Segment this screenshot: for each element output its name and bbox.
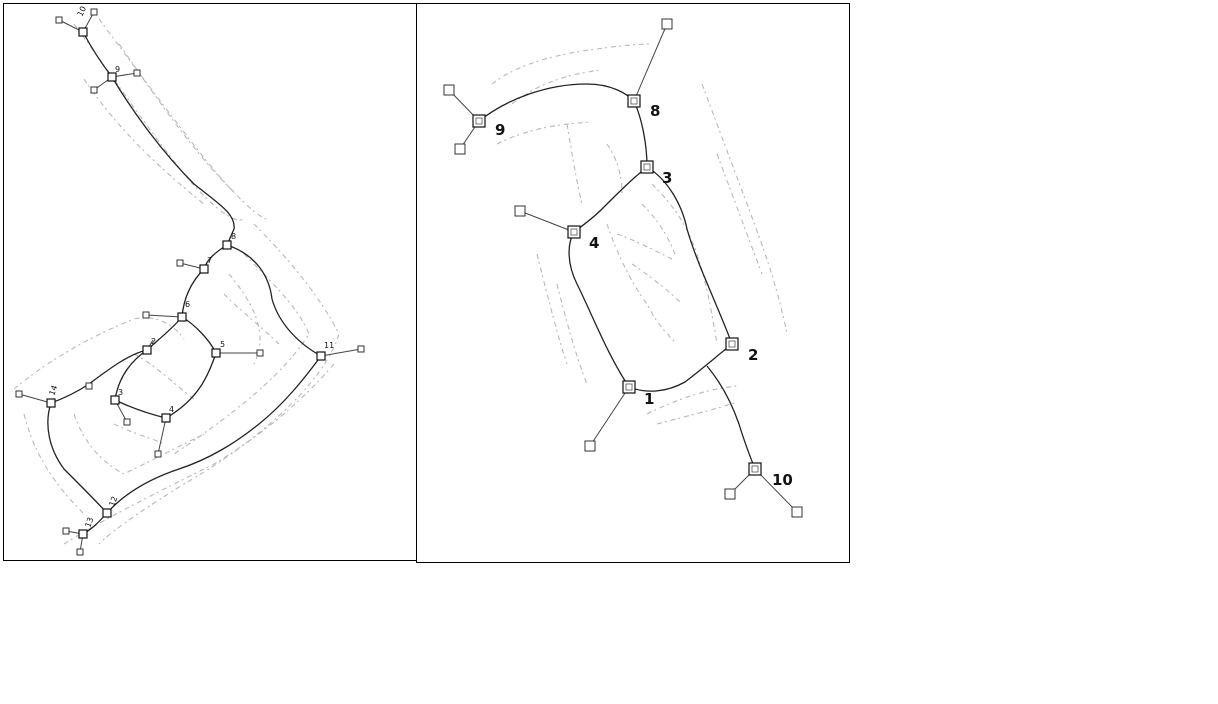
left-node-14: 14 — [46, 384, 59, 408]
left-network-diagram: 10 9 8 7 6 5 2 — [13, 5, 365, 556]
right-node-8-label: 8 — [650, 102, 660, 120]
right-node-9: 9 — [472, 114, 505, 139]
left-edges — [47, 31, 322, 535]
left-node-11: 11 — [316, 341, 334, 361]
edge-6-5 — [181, 316, 217, 354]
edge-8-11 — [226, 244, 322, 357]
edge-5-4 — [165, 352, 217, 419]
edge-3-4 — [114, 399, 167, 419]
left-background-sketch — [13, 18, 340, 545]
right-spurs — [448, 23, 798, 513]
edge-8-3 — [633, 100, 648, 168]
edge-junction-10 — [706, 365, 756, 470]
edge-11-12 — [106, 355, 322, 514]
left-leaf-markers — [15, 8, 365, 556]
left-node-9-label: 9 — [115, 65, 120, 74]
left-node-3: 3 — [110, 388, 123, 405]
left-node-13: 13 — [78, 516, 95, 539]
edge-7-6 — [181, 268, 205, 318]
right-node-3: 3 — [640, 160, 672, 187]
edge-9-8 — [111, 76, 235, 246]
left-node-12-label: 12 — [107, 495, 119, 508]
edge-9-8 — [478, 83, 635, 122]
right-network-panel: 9 8 3 4 2 — [416, 3, 850, 563]
edge-3-2 — [646, 166, 733, 345]
edge-4-1 — [568, 231, 630, 388]
left-spurs — [18, 11, 362, 553]
right-node-3-label: 3 — [662, 169, 672, 187]
edge-10-9 — [82, 31, 113, 78]
left-node-11-label: 11 — [324, 341, 334, 350]
right-node-4-label: 4 — [589, 234, 599, 252]
right-leaf-markers — [443, 18, 803, 518]
right-node-9-label: 9 — [495, 121, 505, 139]
left-node-5: 5 — [211, 340, 225, 358]
right-node-4: 4 — [567, 225, 599, 252]
left-node-7-label: 7 — [207, 256, 212, 265]
right-nodes: 9 8 3 4 2 — [472, 94, 793, 489]
left-node-8-label: 8 — [231, 232, 236, 241]
right-node-10-label: 10 — [772, 471, 793, 489]
right-node-1-label: 1 — [644, 390, 654, 408]
right-node-1: 1 — [622, 380, 654, 408]
left-node-2-label: 2 — [151, 337, 156, 346]
left-node-5-label: 5 — [220, 340, 225, 349]
left-node-13-label: 13 — [83, 516, 95, 529]
left-node-2: 2 — [142, 337, 156, 355]
edge-14-12 — [47, 402, 108, 514]
left-node-4: 4 — [161, 405, 174, 423]
edge-3-4 — [573, 166, 648, 233]
right-edges — [478, 83, 756, 470]
right-node-10: 10 — [748, 462, 793, 489]
right-node-2-label: 2 — [748, 346, 758, 364]
left-node-10: 10 — [76, 5, 88, 37]
left-node-14-label: 14 — [47, 384, 59, 397]
left-node-9: 9 — [107, 65, 120, 82]
left-node-4-label: 4 — [169, 405, 174, 414]
edge-2-14 — [50, 349, 148, 404]
right-node-2: 2 — [725, 337, 758, 364]
right-node-8: 8 — [627, 94, 660, 120]
edge-1-2 — [628, 343, 733, 392]
left-nodes: 10 9 8 7 6 5 2 — [46, 5, 334, 539]
right-network-diagram: 9 8 3 4 2 — [443, 18, 803, 518]
left-node-7: 7 — [199, 256, 212, 274]
left-node-3-label: 3 — [118, 388, 123, 397]
left-node-10-label: 10 — [76, 5, 88, 18]
left-network-panel: 10 9 8 7 6 5 2 — [3, 3, 417, 561]
left-node-12: 12 — [102, 495, 119, 518]
left-node-6-label: 6 — [185, 300, 190, 309]
left-node-6: 6 — [177, 300, 190, 322]
left-node-8: 8 — [222, 232, 236, 250]
